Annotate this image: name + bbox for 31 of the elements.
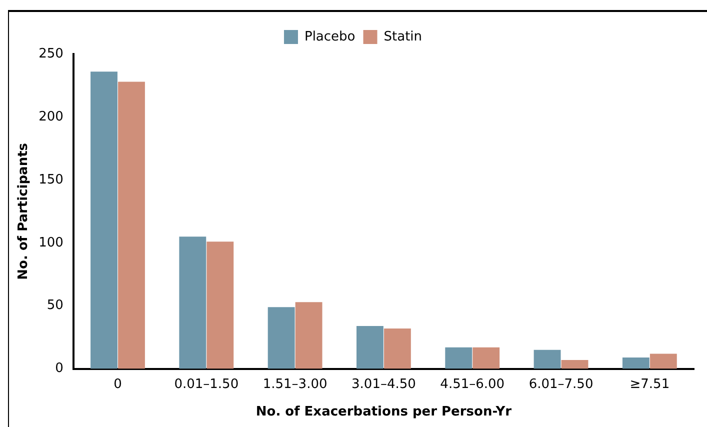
y-tick-label: 150 xyxy=(38,172,64,188)
bar xyxy=(206,242,234,369)
bar xyxy=(90,72,118,369)
x-tick-label: 0 xyxy=(114,376,122,392)
bar xyxy=(622,357,650,369)
x-tick-label: 3.01–4.50 xyxy=(352,376,416,392)
y-tick-label: 100 xyxy=(38,235,64,250)
x-axis-title: No. of Exacerbations per Person-Yr xyxy=(256,404,512,420)
bar xyxy=(356,326,384,369)
y-tick-label: 0 xyxy=(55,361,64,376)
bar xyxy=(650,354,677,369)
x-tick-label: 4.51–6.00 xyxy=(440,376,505,392)
x-tick-label: ≥7.51 xyxy=(630,376,670,392)
x-tick-label: 0.01–1.50 xyxy=(174,376,239,392)
x-tick-label: 1.51–3.00 xyxy=(262,376,328,392)
bar xyxy=(561,360,588,369)
bar xyxy=(472,347,500,369)
bar xyxy=(179,236,206,369)
bar xyxy=(384,328,411,369)
bar xyxy=(295,302,322,369)
legend-label: Placebo xyxy=(304,29,356,44)
bar xyxy=(534,350,561,369)
bar xyxy=(118,82,145,369)
y-tick-label: 250 xyxy=(38,46,64,62)
bar xyxy=(445,347,472,369)
legend-label: Statin xyxy=(384,29,422,44)
y-tick-label: 50 xyxy=(46,298,64,314)
bar xyxy=(268,307,295,369)
y-tick-label: 200 xyxy=(38,109,64,124)
x-tick-label: 6.01–7.50 xyxy=(528,376,594,392)
y-axis-title: No. of Participants xyxy=(16,142,32,280)
